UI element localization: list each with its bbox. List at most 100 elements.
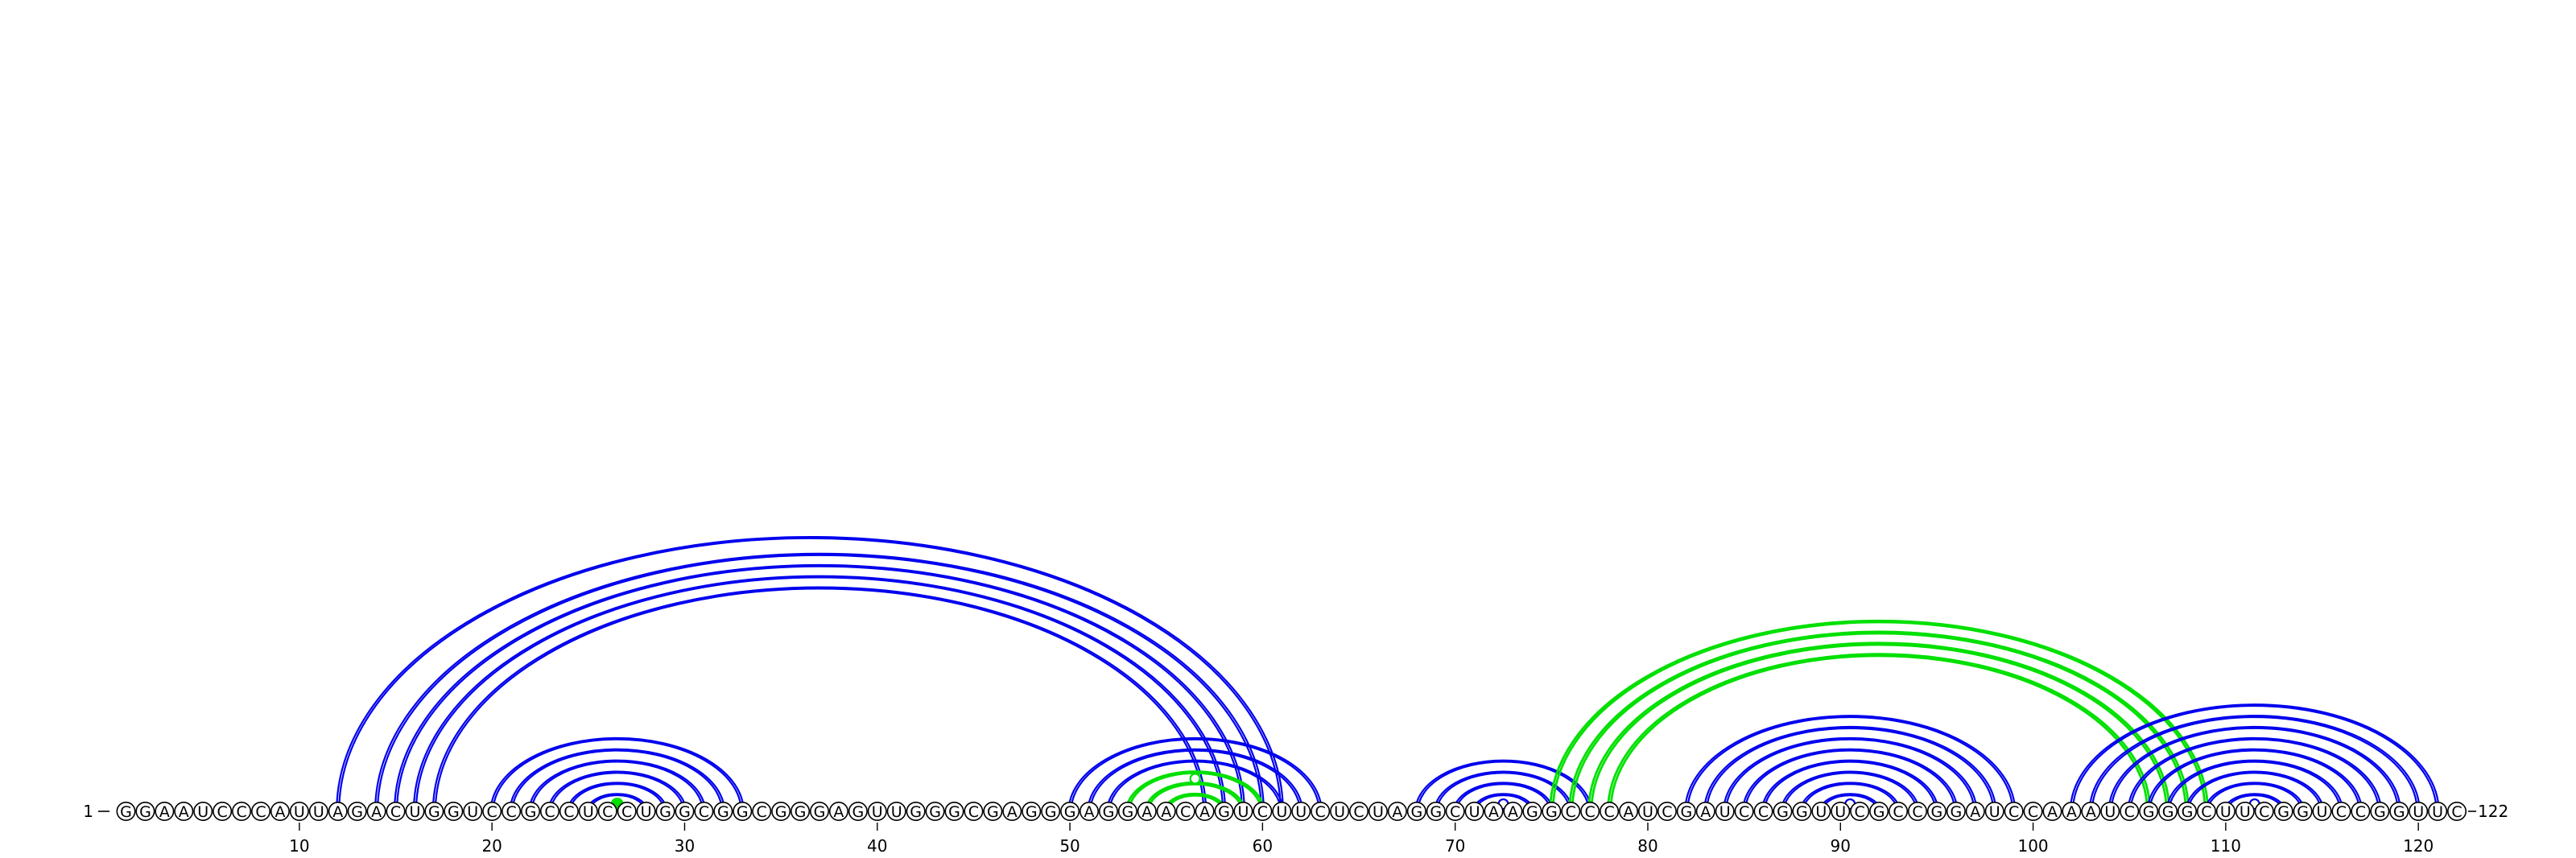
nucleotide: C xyxy=(2004,801,2024,821)
pair-arc xyxy=(1763,761,1937,812)
svg-text:C: C xyxy=(2259,803,2269,821)
nucleotide: G xyxy=(1946,801,1966,821)
nucleotide: G xyxy=(983,801,1003,821)
svg-text:U: U xyxy=(313,803,324,821)
svg-text:G: G xyxy=(929,803,941,821)
pair-arc xyxy=(1067,736,1323,812)
pair-arc xyxy=(528,759,706,812)
pair-arc xyxy=(2110,727,2399,812)
svg-text:G: G xyxy=(2297,803,2309,821)
svg-text:G: G xyxy=(428,803,440,821)
nucleotide: A xyxy=(366,801,386,821)
start-label: 1 xyxy=(83,802,93,821)
pair-arc xyxy=(374,552,1265,812)
svg-text:G: G xyxy=(139,803,151,821)
svg-text:G: G xyxy=(1410,803,1422,821)
svg-text:G: G xyxy=(948,803,960,821)
pair-arc xyxy=(2091,716,2418,812)
tick-label: 110 xyxy=(2211,836,2241,856)
pair-arc xyxy=(1802,783,1898,812)
svg-text:G: G xyxy=(737,803,749,821)
nucleotide: U xyxy=(2428,801,2448,821)
svg-text:C: C xyxy=(2201,803,2211,821)
pair-arc xyxy=(2207,783,2303,812)
pair-arc xyxy=(489,736,745,812)
pair-arc xyxy=(2088,715,2421,812)
loop-marker xyxy=(1189,773,1201,785)
nucleotide: G xyxy=(1676,801,1696,821)
nucleotide: C xyxy=(1580,801,1600,821)
svg-text:A: A xyxy=(1970,803,1980,821)
pair-arc xyxy=(530,761,704,812)
nucleotide: G xyxy=(2389,801,2409,821)
svg-text:U: U xyxy=(2220,803,2231,821)
nucleotide: C xyxy=(1850,801,1870,821)
svg-text:C: C xyxy=(699,803,709,821)
pair-arc xyxy=(569,783,666,812)
nucleotide: C xyxy=(964,801,984,821)
pair-arc xyxy=(1551,621,2207,812)
nucleotide: U xyxy=(193,801,213,821)
svg-text:U: U xyxy=(1276,803,1287,821)
pair-arc xyxy=(412,575,1227,812)
nucleotide: C xyxy=(694,801,714,821)
nucleotide: C xyxy=(2351,801,2371,821)
pair-arc xyxy=(2107,725,2401,812)
svg-text:A: A xyxy=(2086,803,2096,821)
nucleotide: C xyxy=(1907,801,1927,821)
svg-text:C: C xyxy=(1739,803,1749,821)
pair-arc xyxy=(550,772,685,812)
nucleotide: C xyxy=(251,801,271,821)
nucleotide: C xyxy=(617,801,637,821)
pair-arc xyxy=(2204,782,2306,812)
pair-arc xyxy=(2127,736,2382,812)
svg-text:C: C xyxy=(1450,803,1460,821)
svg-text:C: C xyxy=(2028,803,2038,821)
nucleotide: U xyxy=(1272,801,1292,821)
svg-text:U: U xyxy=(2240,803,2251,821)
svg-text:G: G xyxy=(814,803,826,821)
svg-text:C: C xyxy=(1855,803,1865,821)
svg-text:C: C xyxy=(1180,803,1191,821)
nucleotide: C xyxy=(1889,801,1909,821)
svg-text:G: G xyxy=(1777,803,1789,821)
nucleotide: C xyxy=(482,801,502,821)
nucleotide: A xyxy=(1965,801,1985,821)
pair-arc xyxy=(1108,761,1282,812)
svg-text:U: U xyxy=(1719,803,1731,821)
svg-text:U: U xyxy=(2413,803,2424,821)
nucleotide: G xyxy=(444,801,464,821)
svg-text:C: C xyxy=(564,803,574,821)
svg-text:A: A xyxy=(1199,803,1210,821)
pair-arc xyxy=(2187,772,2322,812)
svg-text:G: G xyxy=(1526,803,1538,821)
pair-arc xyxy=(492,738,742,812)
nucleotide: U xyxy=(2235,801,2255,821)
svg-text:C: C xyxy=(255,803,266,821)
svg-text:C: C xyxy=(236,803,246,821)
nucleotide: G xyxy=(655,801,675,821)
svg-text:A: A xyxy=(159,803,170,821)
nucleotide: A xyxy=(174,801,194,821)
svg-text:A: A xyxy=(1084,803,1095,821)
svg-text:U: U xyxy=(1989,803,2000,821)
svg-text:U: U xyxy=(583,803,594,821)
pair-arc xyxy=(2149,749,2360,812)
nucleotide: C xyxy=(1175,801,1195,821)
nucleotide: A xyxy=(1484,801,1504,821)
tick-label: 80 xyxy=(1637,836,1657,856)
pair-arc xyxy=(1684,715,2017,812)
svg-text:A: A xyxy=(1624,803,1634,821)
pair-arc xyxy=(1723,736,1978,812)
svg-text:A: A xyxy=(371,803,382,821)
nucleotide: C xyxy=(1734,801,1754,821)
nucleotide: C xyxy=(386,801,406,821)
nucleotide: U xyxy=(867,801,887,821)
nucleotide: A xyxy=(1619,801,1639,821)
tick-label: 90 xyxy=(1831,836,1851,856)
svg-text:G: G xyxy=(448,803,460,821)
svg-text:G: G xyxy=(910,803,922,821)
svg-text:A: A xyxy=(275,803,285,821)
pair-arc xyxy=(567,782,668,812)
